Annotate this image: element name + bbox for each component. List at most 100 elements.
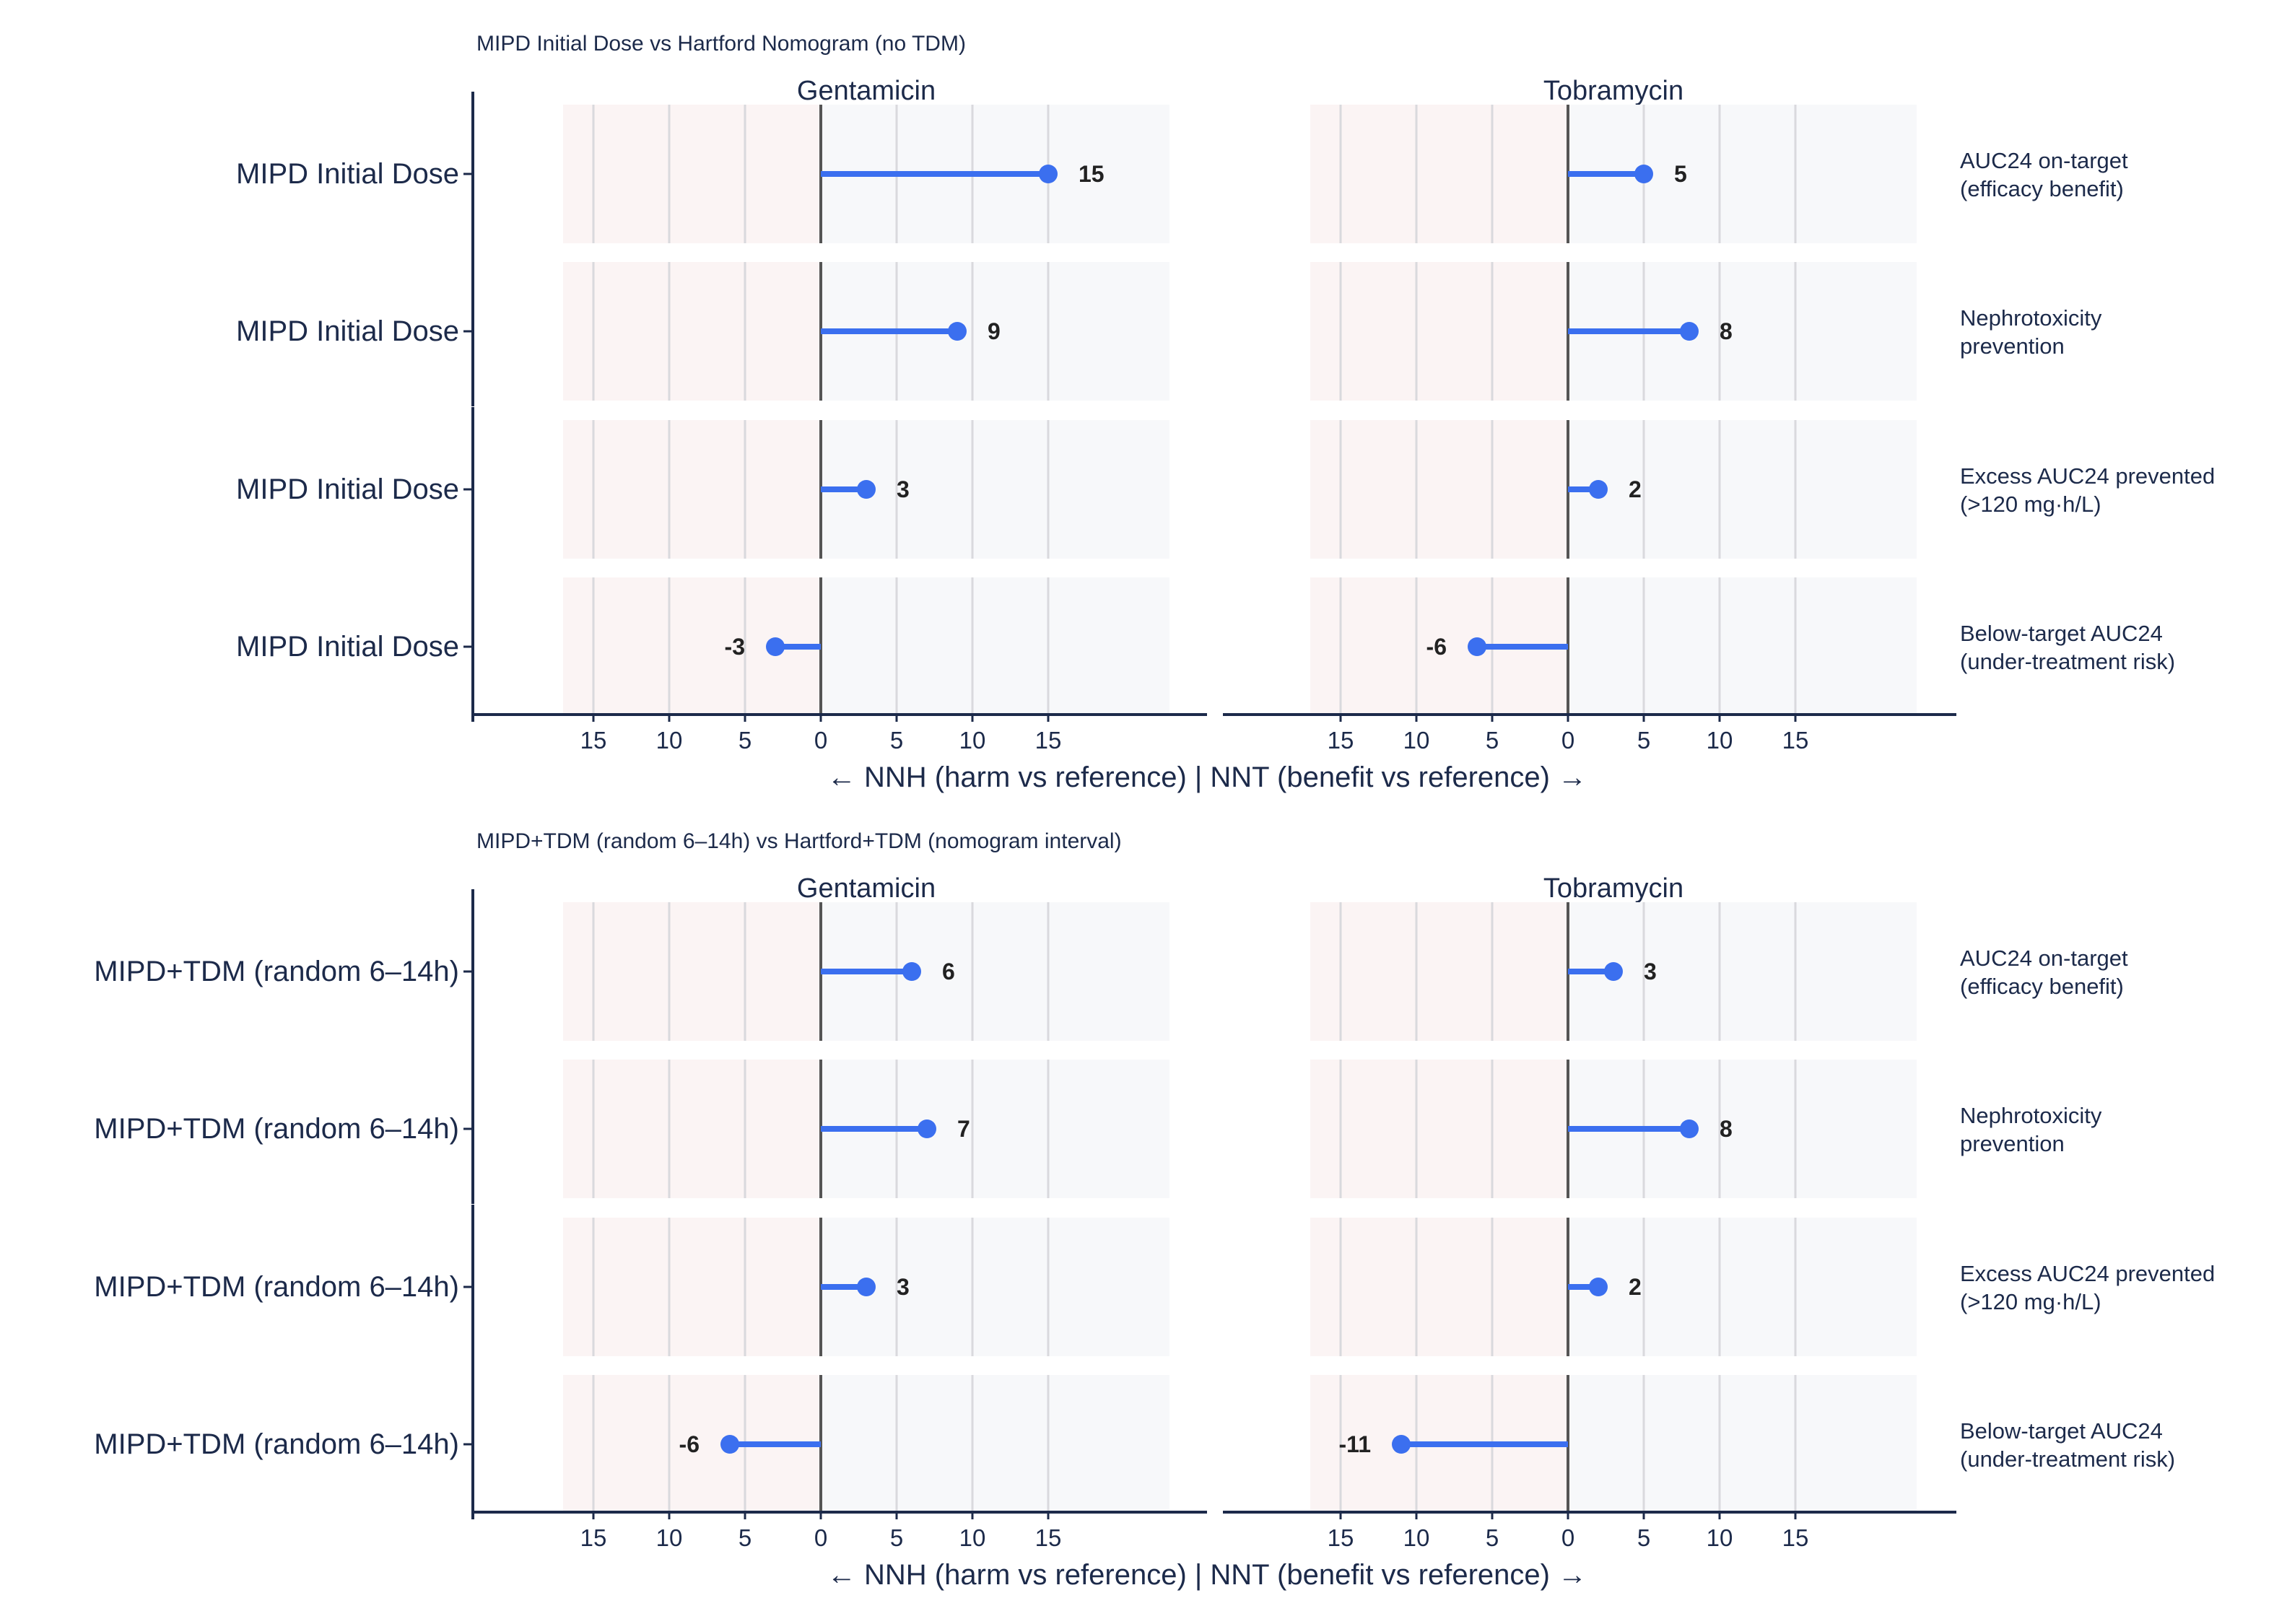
outcome-label: (>120 mg·h/L) [1960,492,2101,517]
lollipop-point [1680,322,1699,341]
lollipop-point [857,1278,876,1296]
x-tick-label: 5 [739,1524,752,1551]
value-label: 3 [897,476,910,502]
lollipop-point [1392,1435,1411,1454]
value-label: 5 [1674,161,1687,187]
x-tick-label: 5 [890,727,903,754]
outcome-label: Nephrotoxicity [1960,1103,2102,1128]
harm-region [563,1060,821,1198]
x-tick-label: 5 [739,727,752,754]
harm-region [1310,420,1568,559]
x-tick-label: 15 [1035,727,1062,754]
lollipop-point [857,480,876,499]
harm-region [563,105,821,243]
outcome-label: (efficacy benefit) [1960,974,2124,999]
harm-region [1310,1218,1568,1356]
facet-label-gentamicin: Gentamicin [797,873,936,904]
row-label: MIPD+TDM (random 6–14h) [94,1428,459,1460]
lollipop-point [1680,1119,1699,1138]
benefit-region [1568,1218,1917,1356]
row-label: MIPD+TDM (random 6–14h) [94,956,459,987]
outcome-label: (under-treatment risk) [1960,1446,2175,1472]
outcome-label: (efficacy benefit) [1960,176,2124,201]
lollipop-point [918,1119,936,1138]
outcome-label: Below-target AUC24 [1960,1418,2163,1444]
outcome-label: Excess AUC24 prevented [1960,463,2215,489]
harm-region [563,1218,821,1356]
x-tick-label: 0 [1561,727,1574,754]
x-tick-label: 10 [1403,1524,1430,1551]
outcome-label: AUC24 on-target [1960,148,2128,173]
x-tick-label: 15 [1782,727,1809,754]
lollipop-point [766,637,785,656]
value-label: 9 [988,318,1001,344]
harm-region [1310,105,1568,243]
benefit-region [821,577,1169,716]
value-label: 3 [1644,959,1657,985]
lollipop-point [1468,637,1486,656]
x-tick-label: 5 [1637,1524,1650,1551]
lollipop-point [1589,480,1608,499]
x-tick-label: 15 [1035,1524,1062,1551]
value-label: 2 [1629,476,1642,502]
row-label: MIPD+TDM (random 6–14h) [94,1271,459,1303]
lollipop-point [902,962,921,981]
harm-region [563,262,821,401]
x-tick-label: 10 [1707,1524,1733,1551]
chart-panel-1: MIPD Initial Dose vs Hartford Nomogram (… [236,32,2215,793]
x-tick-label: 5 [1486,1524,1499,1551]
outcome-label: prevention [1960,1131,2065,1156]
outcome-label: prevention [1960,333,2065,359]
x-tick-label: 10 [1403,727,1430,754]
outcome-label: (under-treatment risk) [1960,649,2175,674]
lollipop-point [1634,165,1653,183]
x-tick-label: 5 [1486,727,1499,754]
outcome-label: AUC24 on-target [1960,946,2128,971]
x-tick-label: 0 [814,1524,827,1551]
harm-region [1310,902,1568,1041]
outcome-label: Excess AUC24 prevented [1960,1261,2215,1286]
x-tick-label: 15 [1328,1524,1354,1551]
lollipop-point [1039,165,1058,183]
outcome-label: Below-target AUC24 [1960,621,2163,646]
benefit-region [1568,902,1917,1041]
x-axis-title: ← NNH (harm vs reference) | NNT (benefit… [827,761,1587,793]
value-label: 7 [957,1116,970,1142]
benefit-region [821,1218,1169,1356]
x-tick-label: 10 [656,1524,683,1551]
benefit-region [821,420,1169,559]
row-label: MIPD Initial Dose [236,473,459,505]
x-tick-label: 15 [1782,1524,1809,1551]
x-tick-label: 0 [1561,1524,1574,1551]
row-label: MIPD+TDM (random 6–14h) [94,1113,459,1145]
outcome-label: Nephrotoxicity [1960,305,2102,331]
chart-title: MIPD+TDM (random 6–14h) vs Hartford+TDM … [476,829,1122,853]
value-label: -3 [725,634,745,660]
value-label: 3 [897,1274,910,1300]
chart-panel-2: MIPD+TDM (random 6–14h) vs Hartford+TDM … [94,829,2215,1591]
x-tick-label: 15 [580,1524,607,1551]
value-label: -6 [679,1431,700,1457]
lollipop-point [948,322,967,341]
harm-region [563,902,821,1041]
x-tick-label: 5 [1637,727,1650,754]
x-tick-label: 10 [959,1524,986,1551]
x-tick-label: 15 [1328,727,1354,754]
chart-title: MIPD Initial Dose vs Hartford Nomogram (… [476,32,966,56]
x-tick-label: 10 [656,727,683,754]
value-label: -6 [1426,634,1447,660]
harm-region [563,420,821,559]
harm-region [1310,262,1568,401]
benefit-region [821,1375,1169,1514]
value-label: 2 [1629,1274,1642,1300]
benefit-region [1568,420,1917,559]
lollipop-point [1604,962,1623,981]
harm-region [1310,1060,1568,1198]
x-tick-label: 5 [890,1524,903,1551]
x-tick-label: 15 [580,727,607,754]
lollipop-point [720,1435,739,1454]
x-tick-label: 10 [1707,727,1733,754]
value-label: -11 [1339,1431,1371,1457]
x-tick-label: 10 [959,727,986,754]
